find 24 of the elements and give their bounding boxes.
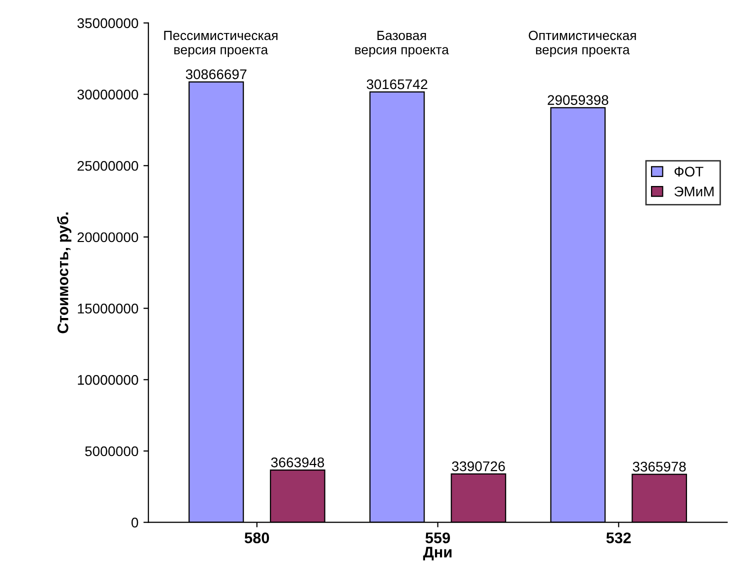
annotation: Пессимистическая версия проекта: [164, 30, 278, 57]
x-tick-label: 580: [244, 532, 270, 544]
data-label: 30866697: [186, 69, 246, 80]
data-label: 3365978: [632, 462, 686, 472]
y-tick-label: 10000000: [78, 374, 138, 385]
x-tick-label: 532: [606, 532, 631, 544]
data-label: 30165742: [366, 79, 428, 90]
y-tick-label: 15000000: [78, 304, 138, 314]
annotation: Оптимистическая версия проекта: [528, 30, 636, 57]
data-label: 3663948: [271, 457, 324, 468]
annotation: Базовая версия проекта: [355, 30, 449, 57]
y-tick-label: 25000000: [78, 160, 138, 171]
y-tick-label: 35000000: [77, 18, 138, 28]
x-axis-title: Дни: [423, 546, 452, 560]
y-tick-label: 5000000: [85, 446, 138, 456]
y-tick-label: 0: [131, 518, 138, 528]
x-tick-label: 559: [426, 532, 450, 544]
y-tick-label: 30000000: [77, 90, 138, 100]
data-label: 29059398: [548, 95, 608, 105]
data-label: 3390726: [452, 461, 505, 472]
y-tick-label: 20000000: [78, 232, 138, 242]
legend-label: ФОТ: [674, 166, 704, 177]
y-axis-title: Стоимость, руб.: [56, 212, 72, 334]
legend-label: ЭМиМ: [674, 186, 714, 196]
